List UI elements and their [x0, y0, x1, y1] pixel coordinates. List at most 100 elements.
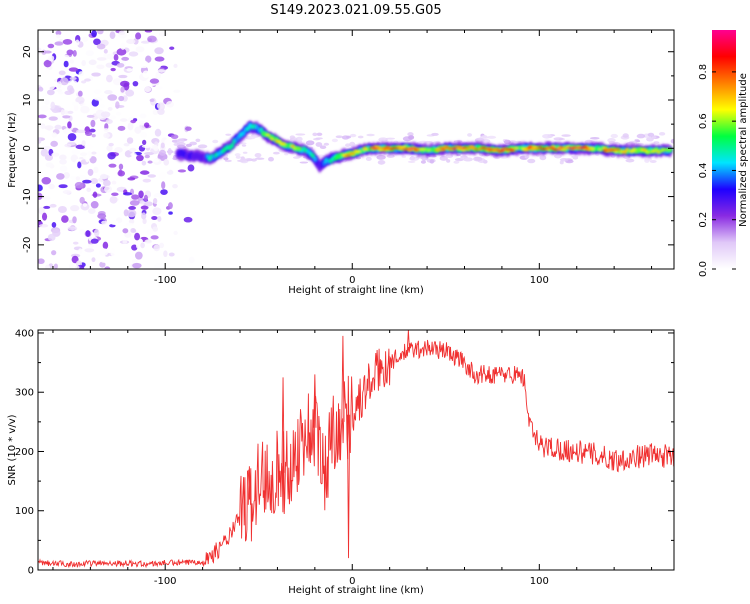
- noise-speckle: [58, 70, 66, 76]
- colorbar-label: Normalized spectral amplitude: [738, 73, 749, 227]
- noise-speckle: [109, 31, 116, 40]
- noise-speckle: [77, 161, 82, 169]
- noise-speckle: [97, 30, 104, 35]
- halo-speckle: [658, 131, 666, 136]
- noise-speckle: [149, 78, 160, 84]
- halo-speckle: [212, 139, 219, 144]
- colorbar-ticks: 0.0 0.2 0.4 0.6 0.8: [698, 64, 736, 277]
- noise-speckle: [163, 250, 168, 258]
- noise-speckle: [43, 205, 51, 209]
- noise-speckle: [63, 60, 69, 68]
- noise-speckle: [84, 78, 91, 82]
- noise-speckle: [90, 201, 99, 209]
- ridge-mark: [589, 147, 594, 149]
- noise-speckle: [90, 178, 99, 185]
- noise-speckle: [141, 160, 147, 166]
- noise-speckle: [85, 131, 93, 136]
- noise-speckle: [47, 55, 55, 62]
- noise-speckle: [141, 144, 152, 148]
- noise-speckle: [69, 59, 75, 64]
- noise-speckle: [138, 190, 144, 199]
- halo-speckle: [345, 143, 351, 147]
- halo-speckle: [272, 151, 280, 155]
- halo-speckle: [553, 137, 564, 141]
- halo-speckle: [503, 139, 511, 145]
- noise-speckle: [86, 187, 92, 193]
- halo-speckle: [486, 135, 497, 139]
- snr-frame: [37, 329, 675, 571]
- noise-speckle: [131, 244, 138, 251]
- noise-speckle: [87, 208, 96, 214]
- noise-speckle: [126, 68, 133, 72]
- halo-speckle: [651, 136, 657, 139]
- noise-speckle: [188, 256, 195, 264]
- ridge-mark: [510, 149, 515, 152]
- noise-speckle: [69, 87, 75, 94]
- noise-speckle: [99, 261, 106, 268]
- noise-speckle: [51, 222, 57, 228]
- noise-speckle: [120, 86, 125, 93]
- noise-speckle: [60, 109, 65, 116]
- ridge-mark: [465, 148, 471, 151]
- halo-speckle: [409, 156, 419, 161]
- noise-speckle: [107, 106, 113, 111]
- colorbar-tick-label: 0.2: [698, 212, 709, 228]
- halo-speckle: [649, 159, 657, 163]
- noise-speckle: [107, 152, 116, 160]
- noise-speckle: [72, 49, 77, 57]
- ridge-mark: [602, 146, 607, 150]
- noise-speckle: [103, 132, 111, 139]
- spectrogram-y-tick-label: 10: [22, 94, 33, 107]
- ridge-mark: [440, 148, 446, 151]
- spectrogram-plot-area: [38, 30, 674, 269]
- noise-speckle: [93, 89, 102, 94]
- noise-speckle: [140, 131, 148, 138]
- noise-speckle: [95, 255, 101, 263]
- noise-speckle: [146, 229, 153, 235]
- ridge-mark: [499, 150, 504, 152]
- spectrogram-x-tick-label: 0: [349, 275, 355, 286]
- halo-speckle: [254, 157, 265, 160]
- noise-speckle: [159, 172, 166, 180]
- noise-speckle: [67, 79, 78, 87]
- snr-axes: -100 0 100 0 100 200 300 400: [15, 328, 674, 587]
- halo-speckle: [421, 156, 429, 161]
- noise-speckle: [87, 168, 94, 176]
- halo-speckle: [251, 158, 257, 162]
- noise-speckle: [152, 226, 159, 232]
- noise-speckle: [40, 105, 49, 112]
- noise-speckle: [144, 154, 150, 159]
- noise-speckle: [67, 110, 74, 114]
- noise-speckle: [104, 266, 111, 269]
- noise-speckle: [72, 241, 79, 245]
- ridge-mark: [555, 148, 560, 151]
- halo-speckle: [319, 145, 327, 149]
- noise-speckle: [106, 74, 113, 83]
- halo-speckle: [460, 155, 468, 159]
- ridge-mark: [667, 147, 673, 152]
- noise-speckle: [139, 113, 147, 119]
- noise-speckle: [104, 185, 112, 193]
- noise-speckle: [62, 115, 71, 119]
- ridge-mark: [582, 146, 587, 148]
- noise-speckle: [177, 169, 187, 173]
- noise-speckle: [129, 147, 137, 153]
- noise-speckle: [157, 108, 165, 115]
- ridge-mark: [360, 149, 365, 153]
- noise-speckle: [140, 205, 149, 210]
- noise-speckle: [75, 39, 80, 46]
- halo-speckle: [625, 158, 635, 163]
- noise-speckle: [75, 129, 86, 134]
- noise-speckle: [67, 133, 77, 141]
- noise-speckle: [38, 86, 44, 92]
- noise-speckle: [155, 86, 163, 90]
- halo-speckle: [295, 133, 306, 136]
- noise-speckle: [152, 207, 162, 215]
- halo-speckle: [670, 138, 674, 144]
- noise-speckle: [78, 248, 83, 254]
- snr-y-tick-label: 0: [28, 566, 34, 577]
- noise-speckle: [153, 61, 162, 70]
- noise-speckle: [57, 205, 67, 214]
- noise-speckle: [99, 95, 105, 99]
- noise-speckle: [103, 49, 108, 54]
